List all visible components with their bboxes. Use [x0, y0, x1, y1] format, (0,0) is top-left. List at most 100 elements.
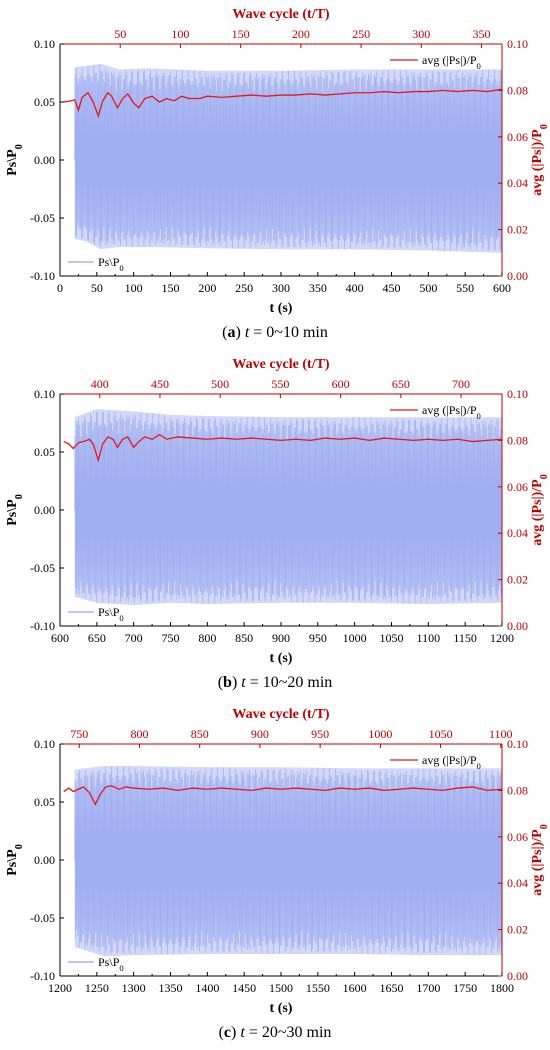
- y-tick-label: 0.10: [34, 37, 55, 51]
- x2-tick-label: 900: [251, 727, 269, 741]
- chart-svg-c: 1200 1250 1300 1350 1400 1450 1500 1550 1600 1650…: [5, 707, 550, 1016]
- legend-avg-label: avg (|Ps|)/P0: [422, 403, 481, 421]
- x-tick-label: 750: [162, 631, 180, 645]
- caption-text: = 10~20 min: [245, 674, 333, 691]
- x2-tick-label: 50: [114, 27, 126, 41]
- x2-axis-label: Wave cycle (t/T): [232, 7, 330, 22]
- x2-tick-label: 750: [70, 727, 88, 741]
- y-tick-label: -0.10: [30, 969, 55, 983]
- ps-band-series: [63, 63, 502, 253]
- x2-axis-label: Wave cycle (t/T): [232, 707, 330, 722]
- chart-svg-a: 0 50 100 150 200 250 300 350 400 450 500 550 600 t (s…: [5, 7, 550, 316]
- x2-tick-label: 550: [271, 377, 289, 391]
- y2-tick-label: 0.08: [507, 783, 528, 797]
- y-tick-label: 0.00: [34, 503, 55, 517]
- x2-tick-label: 350: [473, 27, 491, 41]
- x2-tick-label: 700: [452, 377, 470, 391]
- y2-tick-label: 0.00: [507, 969, 528, 983]
- y2-tick-label: 0.02: [507, 923, 528, 937]
- x-axis-label: t (s): [270, 651, 293, 666]
- y-tick-label: -0.05: [30, 911, 55, 925]
- x2-tick-label: 1050: [429, 727, 453, 741]
- ps-band-line: [74, 411, 502, 604]
- y-axis-label: Ps\P0: [5, 494, 25, 526]
- y-tick-label: 0.00: [34, 153, 55, 167]
- legend-avg-label: avg (|Ps|)/P0: [422, 753, 481, 771]
- ps-band-series: [63, 409, 502, 606]
- y-tick-label: 0.00: [34, 853, 55, 867]
- y-tick-label: -0.05: [30, 561, 55, 575]
- y-tick-label: 0.10: [34, 737, 55, 751]
- x-tick-label: 1050: [380, 631, 404, 645]
- y2-tick-label: 0.08: [507, 83, 528, 97]
- y2-tick-label: 0.10: [507, 387, 528, 401]
- y2-axis-label: avg (|Ps|)/P0: [530, 824, 550, 896]
- x2-tick-label: 600: [332, 377, 350, 391]
- caption-t-symbol: t: [240, 1024, 245, 1041]
- x-tick-label: 800: [198, 631, 216, 645]
- x-tick-label: 900: [272, 631, 290, 645]
- caption-letter: c: [223, 1024, 232, 1041]
- caption-t-symbol: t: [244, 324, 250, 341]
- chart-svg-b: 600 650 700 750 800 850 900 950 1000 1050 1100 1150…: [5, 357, 550, 666]
- x-axis-label: t (s): [270, 301, 293, 316]
- y2-axis-label: avg (|Ps|)/P0: [530, 124, 550, 196]
- x2-tick-label: 150: [232, 27, 250, 41]
- x2-tick-label: 100: [171, 27, 189, 41]
- x-tick-label: 600: [493, 281, 511, 295]
- x2-tick-label: 250: [352, 27, 370, 41]
- x2-tick-label: 1000: [368, 727, 392, 741]
- y2-tick-label: 0.00: [507, 619, 528, 633]
- caption-a: (a) t = 0~10 min: [222, 324, 328, 341]
- caption-b: (b) t = 10~20 min: [217, 674, 333, 691]
- y2-tick-label: 0.04: [507, 176, 528, 190]
- y-axis-label: Ps\P0: [5, 144, 25, 176]
- x-tick-label: 950: [309, 631, 327, 645]
- x-tick-label: 50: [91, 281, 103, 295]
- caption-letter: a: [227, 324, 236, 341]
- ps-band-line: [74, 65, 502, 251]
- ps-band-envelope: [74, 409, 502, 606]
- legend-ps-label: Ps\P0: [98, 955, 124, 973]
- x-tick-label: 650: [88, 631, 106, 645]
- x-tick-label: 1350: [159, 981, 183, 995]
- x2-tick-label: 1100: [489, 727, 513, 741]
- x-tick-label: 350: [309, 281, 327, 295]
- y2-tick-label: 0.04: [507, 526, 528, 540]
- avg-line-series: [63, 88, 502, 118]
- caption-c: (c) t = 20~30 min: [218, 1024, 332, 1041]
- x-tick-label: 1700: [416, 981, 440, 995]
- x2-tick-label: 450: [151, 377, 169, 391]
- x-tick-label: 550: [456, 281, 474, 295]
- y2-axis-label: avg (|Ps|)/P0: [530, 474, 550, 546]
- x-tick-label: 1550: [306, 981, 330, 995]
- x-tick-label: 600: [51, 631, 69, 645]
- x-tick-label: 1800: [490, 981, 514, 995]
- x2-tick-label: 950: [311, 727, 329, 741]
- x-tick-label: 1450: [232, 981, 256, 995]
- x-tick-label: 1300: [122, 981, 146, 995]
- y2-tick-label: 0.02: [507, 223, 528, 237]
- ps-band-series: [63, 766, 502, 957]
- x-tick-label: 450: [383, 281, 401, 295]
- x-tick-label: 0: [57, 281, 63, 295]
- x2-tick-label: 800: [130, 727, 148, 741]
- x-tick-label: 300: [272, 281, 290, 295]
- x-tick-label: 1750: [453, 981, 477, 995]
- x2-tick-label: 400: [91, 377, 109, 391]
- legend-avg-label: avg (|Ps|)/P0: [422, 53, 481, 71]
- chart-panel-b: 600 650 700 750 800 850 900 950 1000 1050 1100 1150…: [0, 350, 550, 700]
- x2-tick-label: 500: [211, 377, 229, 391]
- legend-ps-label: Ps\P0: [98, 605, 124, 623]
- x2-tick-label: 850: [191, 727, 209, 741]
- caption-t-symbol: t: [241, 674, 246, 691]
- x2-axis-label: Wave cycle (t/T): [232, 357, 330, 372]
- y2-tick-label: 0.04: [507, 876, 528, 890]
- y-tick-label: -0.05: [30, 211, 55, 225]
- legend-ps-label: Ps\P0: [98, 255, 124, 273]
- x-tick-label: 200: [198, 281, 216, 295]
- x-tick-label: 1250: [85, 981, 109, 995]
- y2-tick-label: 0.06: [507, 480, 528, 494]
- x-tick-label: 100: [125, 281, 143, 295]
- x-tick-label: 500: [419, 281, 437, 295]
